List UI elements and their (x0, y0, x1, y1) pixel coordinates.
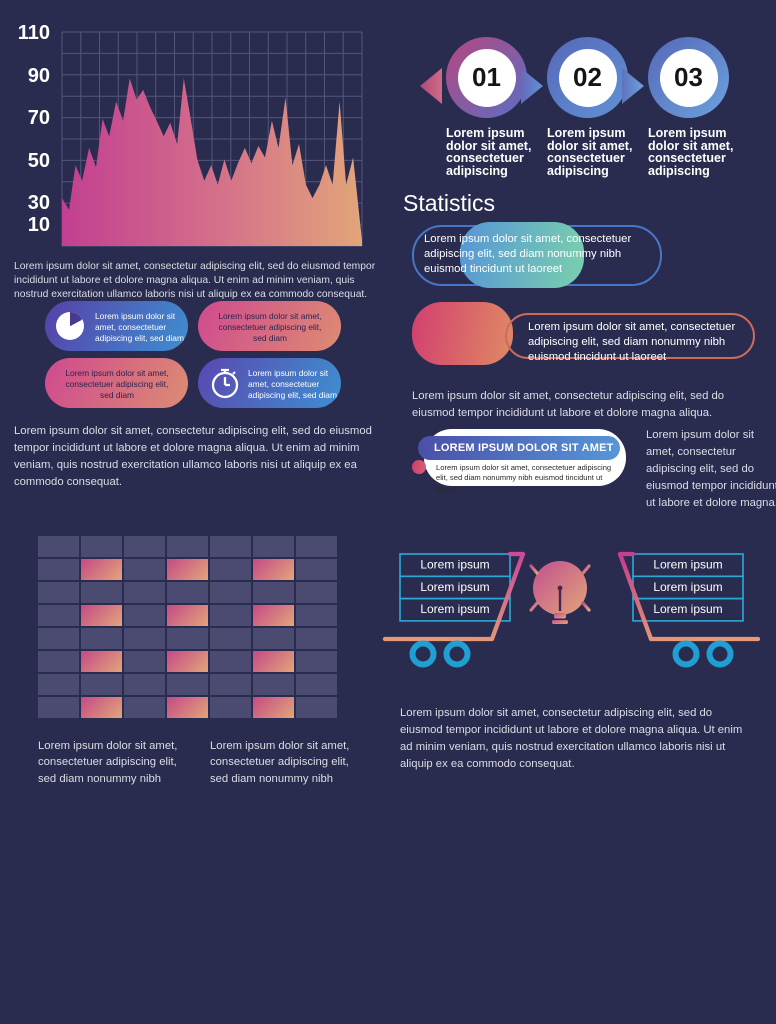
svg-text:Lorem ipsum: Lorem ipsum (653, 580, 722, 594)
svg-text:Lorem ipsum: Lorem ipsum (420, 602, 489, 616)
svg-text:Lorem ipsum: Lorem ipsum (420, 558, 489, 572)
svg-text:Lorem ipsum: Lorem ipsum (653, 558, 722, 572)
svg-text:Lorem ipsum: Lorem ipsum (420, 580, 489, 594)
svg-text:Lorem ipsum: Lorem ipsum (653, 602, 722, 616)
